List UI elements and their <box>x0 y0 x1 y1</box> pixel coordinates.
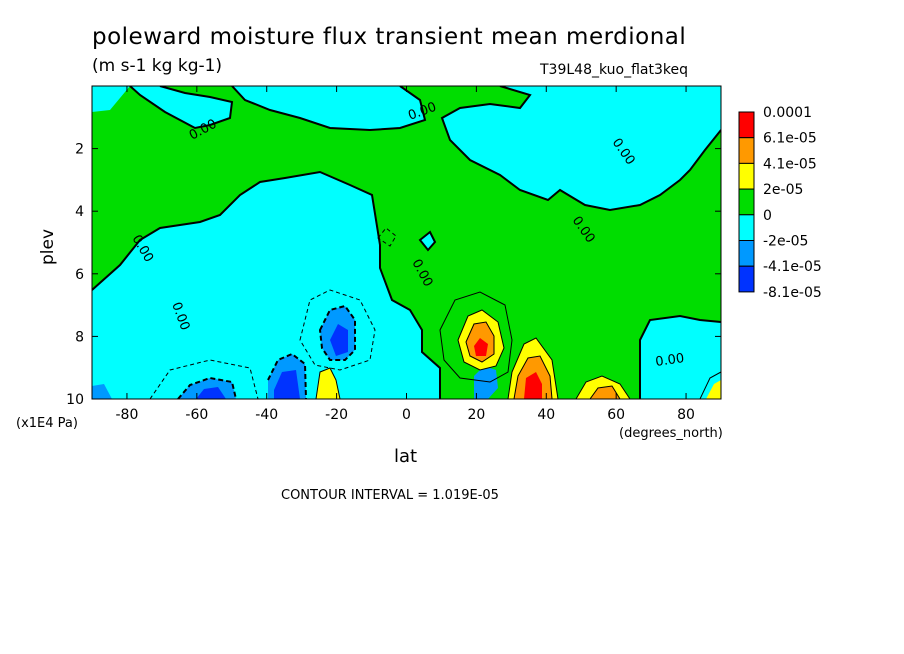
colorbar: 0.0001 6.1e-05 4.1e-05 2e-05 0 -2e-05 -4.1e-05… <box>738 105 822 301</box>
pos-contour-g <box>589 385 621 399</box>
neg-contour-d <box>318 304 356 361</box>
region-negative-top-left <box>92 86 232 128</box>
colorbar-swatch <box>738 214 755 242</box>
colorbar-label: -2e-05 <box>763 234 808 250</box>
x-axis-unit: (degrees_north) <box>619 426 723 441</box>
region-pos-mid-25s <box>316 368 340 399</box>
x-tick-label: 0 <box>402 407 411 423</box>
x-tick-label: -40 <box>255 407 278 423</box>
region-neg-mid-d <box>92 384 112 399</box>
chart-title: poleward moisture flux transient mean me… <box>92 24 687 50</box>
region-negative-top-left-edge <box>92 86 130 112</box>
neg-contour-b <box>149 359 259 399</box>
zero-contour-tropics <box>92 170 441 399</box>
pos-contour-b <box>457 309 505 371</box>
positive-contours <box>315 291 721 399</box>
region-neg-mid-e <box>474 366 498 399</box>
y-axis-unit: (x1E4 Pa) <box>16 416 78 431</box>
chart-units: (m s-1 kg kg-1) <box>92 56 223 76</box>
y-tick-label: 8 <box>75 329 84 345</box>
contour-field <box>92 86 721 399</box>
neg-contour-f <box>177 376 237 399</box>
pos-contour-h <box>315 367 341 399</box>
zero-contour-top-left <box>129 86 234 130</box>
x-tick-label: -20 <box>325 407 348 423</box>
region-pos-max-35n <box>524 372 542 399</box>
colorbar-label: 2e-05 <box>763 182 803 198</box>
colorbar-label: 0 <box>763 208 772 224</box>
negative-contours <box>149 227 397 399</box>
region-negative-top-middle <box>232 86 425 130</box>
contour-interval: CONTOUR INTERVAL = 1.019E-05 <box>281 488 499 503</box>
pos-contour-f <box>575 375 631 399</box>
region-neg-strong-c <box>196 387 226 399</box>
zero-contour-north <box>639 314 721 399</box>
region-neg-strong-a <box>330 324 348 356</box>
colorbar-label: -8.1e-05 <box>763 285 822 301</box>
axis-ticks: -80 -60 -40 -20 0 20 40 60 80 2 4 6 8 10 <box>66 86 721 423</box>
pos-contour-d <box>507 337 559 399</box>
contour-label: 0.00 <box>654 351 685 370</box>
x-tick-label: 80 <box>677 407 695 423</box>
strong-negative-contours <box>177 304 356 399</box>
zero-contour-spot <box>418 230 437 252</box>
pos-contour-a <box>439 291 513 383</box>
x-axis-label: lat <box>394 446 418 467</box>
neg-contour-a <box>299 289 376 371</box>
colorbar-label: 4.1e-05 <box>763 156 817 172</box>
zero-contour-top-middle <box>231 86 427 132</box>
region-negative-top-right <box>442 86 721 210</box>
pos-contour-c <box>465 321 495 363</box>
x-tick-label: 60 <box>607 407 625 423</box>
y-tick-label: 10 <box>66 392 84 408</box>
colorbar-label: -4.1e-05 <box>763 259 822 275</box>
colorbar-swatch <box>738 162 755 190</box>
colorbar-swatch <box>738 240 755 267</box>
neg-contour-c <box>377 227 397 247</box>
region-pos-max-20n <box>474 338 488 356</box>
y-tick-label: 4 <box>75 204 84 220</box>
x-tick-label: 40 <box>537 407 555 423</box>
x-tick-label: -60 <box>185 407 208 423</box>
colorbar-label: 6.1e-05 <box>763 131 817 147</box>
pos-contour-i <box>699 371 721 399</box>
zero-contours <box>92 86 721 399</box>
neg-contour-e <box>267 352 307 399</box>
colorbar-label: 0.0001 <box>763 105 812 121</box>
colorbar-swatch <box>738 137 755 164</box>
colorbar-swatch <box>738 265 755 293</box>
pos-contour-e <box>513 355 553 399</box>
zero-contour-top-right <box>440 86 721 212</box>
x-tick-label: -80 <box>116 407 139 423</box>
y-tick-label: 6 <box>75 267 84 283</box>
colorbar-swatch <box>738 188 755 216</box>
case-label: T39L48_kuo_flat3keq <box>540 62 688 78</box>
x-tick-label: 20 <box>467 407 485 423</box>
region-neg-strong-b <box>274 370 300 399</box>
region-pos-mid-edge-n <box>706 380 721 399</box>
region-negative-north <box>640 316 721 399</box>
y-tick-label: 2 <box>75 142 84 158</box>
colorbar-swatch <box>738 111 755 139</box>
